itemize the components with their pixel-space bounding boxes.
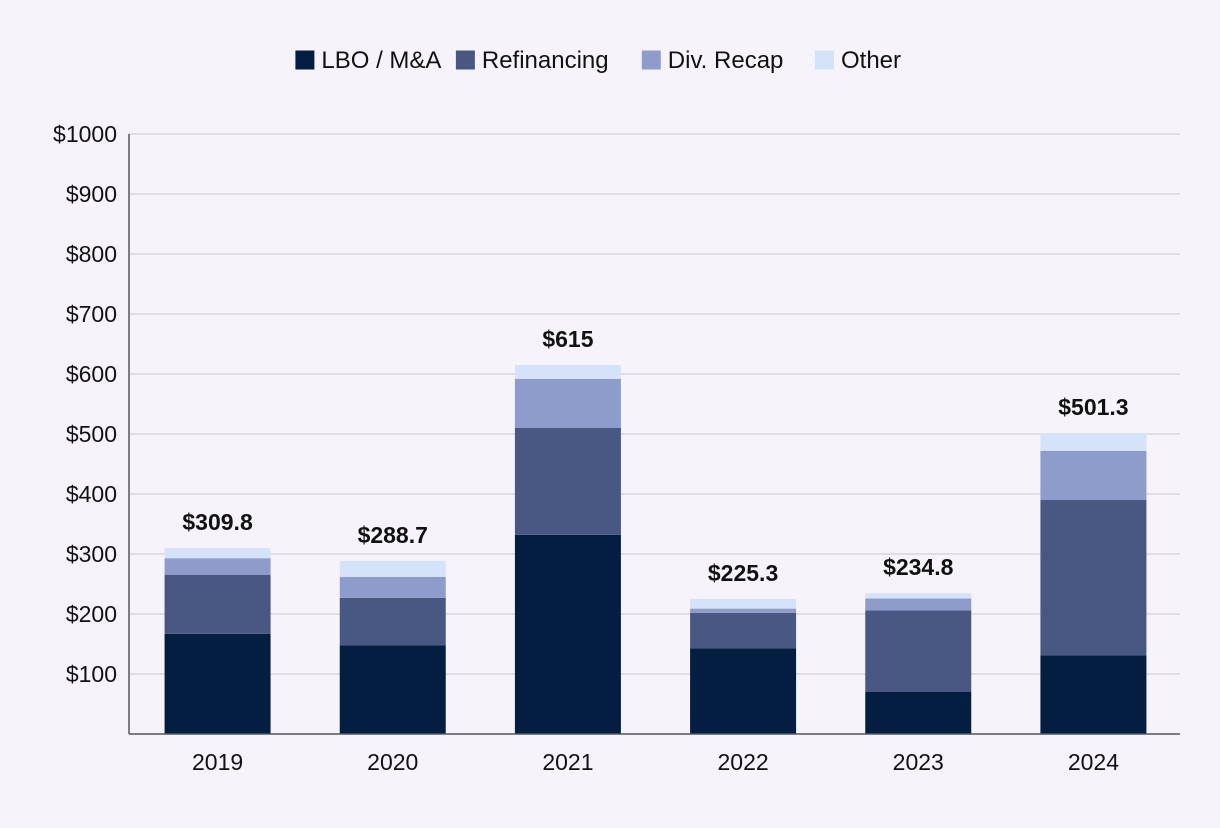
bar-segment — [339, 560, 446, 577]
y-axis: $100 $200 $300 $400 $500 $600 $700 $800 $900 $100… — [53, 121, 130, 734]
legend-swatch — [641, 50, 661, 70]
y-tick-label: $500 — [66, 421, 117, 447]
bar-segment — [865, 598, 972, 611]
bar-segment — [1040, 433, 1147, 451]
legend-swatch — [455, 50, 475, 70]
bar-segment — [339, 645, 446, 734]
y-tick-label: $600 — [66, 361, 117, 387]
legend: LBO / M&A Refinancing Div. Recap Other — [295, 47, 901, 74]
bar-segment — [1040, 450, 1147, 500]
x-tick-label: 2021 — [542, 749, 593, 775]
bar-segment — [865, 610, 972, 692]
bar-segment — [514, 534, 621, 734]
bar-segment — [164, 575, 271, 634]
bar-segment — [1040, 500, 1147, 656]
bar-segment — [164, 558, 271, 575]
x-axis: 2019 2020 2021 2022 2023 2024 — [129, 733, 1180, 775]
x-tick-label: 2023 — [893, 749, 944, 775]
bar-segment — [514, 428, 621, 535]
bar-segment — [164, 548, 271, 559]
x-tick-label: 2024 — [1068, 749, 1119, 775]
bar-total-label: $225.3 — [708, 560, 778, 586]
y-tick-label: $700 — [66, 301, 117, 327]
legend-label: Refinancing — [482, 47, 609, 74]
bar-segment — [865, 593, 972, 599]
y-tick-label: $200 — [66, 601, 117, 627]
y-tick-label: $400 — [66, 481, 117, 507]
bar-segment — [690, 608, 797, 613]
bar-segment — [1040, 655, 1147, 734]
bar-segment — [164, 633, 271, 734]
legend-item: Other — [815, 47, 901, 74]
legend-label: Div. Recap — [668, 47, 784, 74]
y-tick-label: $1000 — [53, 121, 117, 147]
bar-segment — [514, 378, 621, 428]
bar-segment — [339, 597, 446, 646]
y-tick-label: $100 — [66, 661, 117, 687]
bar-segment — [514, 365, 621, 379]
bar-segment — [865, 692, 972, 734]
legend-item: LBO / M&A — [295, 47, 441, 74]
bar-total-label: $288.7 — [358, 522, 428, 548]
bar-total-label: $234.8 — [883, 554, 954, 580]
legend-label: Other — [841, 47, 901, 74]
bar-segment — [690, 612, 797, 649]
bar-total-label: $615 — [542, 326, 593, 352]
bar-total-label: $309.8 — [182, 509, 253, 535]
legend-swatch — [815, 50, 834, 70]
x-tick-label: 2022 — [717, 749, 768, 775]
legend-item: Refinancing — [455, 47, 609, 74]
y-tick-label: $300 — [66, 541, 117, 567]
gridlines — [129, 133, 1180, 675]
bar-segment — [339, 576, 446, 598]
bars — [164, 365, 1147, 734]
total-labels: $309.8 $288.7 $615 $225.3 $234.8 $501.3 — [182, 326, 1128, 586]
y-tick-label: $900 — [66, 181, 117, 207]
bar-total-label: $501.3 — [1058, 394, 1128, 420]
y-tick-label: $800 — [66, 241, 117, 267]
legend-swatch — [295, 50, 315, 70]
bar-segment — [690, 598, 797, 609]
legend-label: LBO / M&A — [321, 47, 441, 74]
legend-item: Div. Recap — [641, 47, 784, 74]
bar-segment — [690, 648, 797, 734]
x-tick-label: 2019 — [192, 749, 243, 775]
x-tick-label: 2020 — [367, 749, 418, 775]
